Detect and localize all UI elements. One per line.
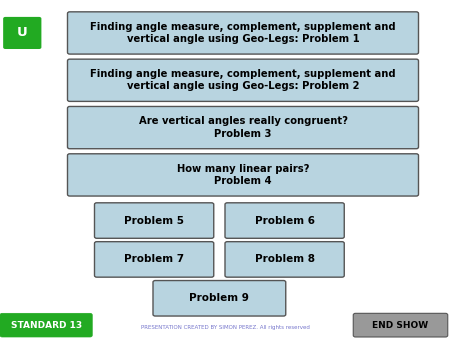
FancyBboxPatch shape <box>225 242 344 277</box>
Text: Problem 6: Problem 6 <box>255 216 315 225</box>
Text: STANDARD 13: STANDARD 13 <box>10 321 82 330</box>
FancyBboxPatch shape <box>0 313 92 337</box>
Text: Problem 5: Problem 5 <box>124 216 184 225</box>
Text: END SHOW: END SHOW <box>373 321 428 330</box>
Text: PRESENTATION CREATED BY SIMON PEREZ. All rights reserved: PRESENTATION CREATED BY SIMON PEREZ. All… <box>140 325 310 330</box>
FancyBboxPatch shape <box>353 313 448 337</box>
Text: U: U <box>17 26 27 40</box>
FancyBboxPatch shape <box>68 106 418 149</box>
Text: Problem 9: Problem 9 <box>189 293 249 303</box>
FancyBboxPatch shape <box>94 203 214 238</box>
Text: Problem 8: Problem 8 <box>255 255 315 264</box>
Text: How many linear pairs?
Problem 4: How many linear pairs? Problem 4 <box>177 164 309 186</box>
FancyBboxPatch shape <box>94 242 214 277</box>
FancyBboxPatch shape <box>3 17 41 49</box>
Text: Finding angle measure, complement, supplement and
vertical angle using Geo-Legs:: Finding angle measure, complement, suppl… <box>90 22 396 44</box>
Text: Finding angle measure, complement, supplement and
vertical angle using Geo-Legs:: Finding angle measure, complement, suppl… <box>90 69 396 92</box>
FancyBboxPatch shape <box>225 203 344 238</box>
Text: Problem 7: Problem 7 <box>124 255 184 264</box>
FancyBboxPatch shape <box>153 281 286 316</box>
FancyBboxPatch shape <box>68 154 418 196</box>
Text: Are vertical angles really congruent?
Problem 3: Are vertical angles really congruent? Pr… <box>139 116 347 139</box>
FancyBboxPatch shape <box>68 12 418 54</box>
FancyBboxPatch shape <box>68 59 418 101</box>
